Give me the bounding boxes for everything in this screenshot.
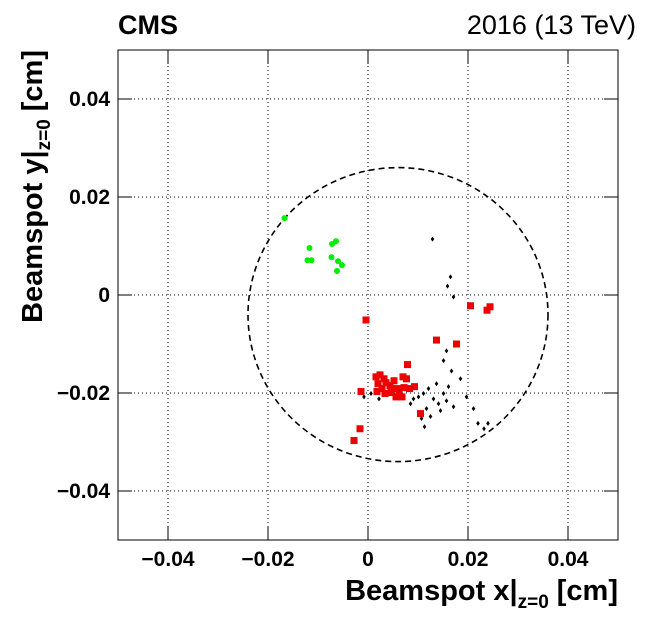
point bbox=[422, 424, 427, 430]
chart-subtitle: 2016 (13 TeV) bbox=[467, 10, 636, 40]
x-tick-label: 0 bbox=[362, 548, 374, 571]
point bbox=[426, 386, 431, 392]
beam-circle bbox=[247, 166, 549, 463]
point bbox=[339, 262, 345, 269]
point bbox=[373, 388, 381, 396]
y-tick-label: −0.02 bbox=[57, 382, 110, 405]
point bbox=[417, 410, 424, 418]
point bbox=[334, 267, 340, 274]
point bbox=[438, 408, 443, 414]
x-tick-label: −0.02 bbox=[241, 548, 294, 571]
point bbox=[378, 385, 386, 393]
point bbox=[362, 394, 366, 400]
point bbox=[476, 420, 480, 426]
point bbox=[328, 254, 335, 261]
point bbox=[372, 373, 380, 381]
x-tick-label: −0.04 bbox=[141, 548, 194, 571]
point bbox=[434, 381, 439, 387]
point bbox=[357, 388, 365, 396]
point bbox=[471, 406, 476, 412]
point bbox=[400, 384, 408, 392]
x-axis-label: Beamspot x|z=0 [cm] bbox=[345, 575, 618, 613]
point bbox=[362, 316, 370, 324]
label-unit: [cm] bbox=[557, 575, 618, 607]
point bbox=[376, 371, 384, 379]
label-bar: | bbox=[509, 575, 517, 607]
point bbox=[386, 382, 394, 390]
point bbox=[387, 389, 395, 397]
point bbox=[445, 283, 450, 289]
point bbox=[431, 396, 436, 402]
point bbox=[441, 358, 446, 364]
point bbox=[404, 361, 411, 369]
x-tick-label: 0.04 bbox=[548, 548, 589, 571]
chart-title: CMS bbox=[118, 10, 178, 40]
label-main: Beamspot y bbox=[17, 159, 49, 323]
point bbox=[390, 377, 398, 385]
point bbox=[380, 375, 388, 383]
label-unit: [cm] bbox=[17, 50, 49, 111]
label-sub: z=0 bbox=[34, 119, 55, 150]
point bbox=[377, 396, 381, 402]
point bbox=[393, 385, 401, 393]
point bbox=[398, 393, 406, 401]
point bbox=[333, 238, 339, 245]
point bbox=[441, 390, 446, 396]
point bbox=[406, 385, 413, 393]
point bbox=[356, 425, 364, 433]
point bbox=[350, 437, 358, 445]
point bbox=[486, 420, 490, 426]
point bbox=[421, 390, 426, 396]
point bbox=[419, 415, 424, 421]
point bbox=[486, 303, 494, 311]
point bbox=[392, 393, 400, 401]
point bbox=[335, 258, 341, 265]
point bbox=[306, 244, 313, 251]
point bbox=[448, 274, 453, 280]
y-tick-label: 0.04 bbox=[69, 88, 110, 111]
point bbox=[382, 379, 390, 387]
point bbox=[458, 376, 463, 382]
point bbox=[433, 336, 440, 344]
point bbox=[428, 414, 433, 420]
y-tick-label: −0.04 bbox=[57, 480, 110, 503]
point bbox=[449, 368, 454, 374]
point bbox=[444, 348, 449, 354]
point bbox=[369, 390, 373, 396]
point bbox=[416, 394, 421, 400]
label-sub: z=0 bbox=[518, 592, 549, 613]
label-bar: | bbox=[17, 150, 49, 158]
label-main: Beamspot x bbox=[345, 575, 509, 607]
point bbox=[467, 302, 474, 310]
point bbox=[281, 215, 288, 222]
point bbox=[444, 398, 449, 404]
y-axis-label: Beamspot y|z=0 [cm] bbox=[17, 50, 55, 323]
point bbox=[436, 401, 441, 407]
point bbox=[424, 406, 429, 412]
point bbox=[453, 340, 460, 348]
y-tick-label: 0.02 bbox=[69, 186, 110, 209]
point bbox=[374, 380, 382, 388]
point bbox=[381, 389, 389, 397]
x-tick-label: 0.02 bbox=[448, 548, 489, 571]
point bbox=[411, 383, 418, 391]
point bbox=[411, 396, 416, 402]
point bbox=[408, 401, 413, 407]
point bbox=[430, 236, 435, 242]
point bbox=[403, 375, 410, 383]
point bbox=[451, 294, 456, 300]
point bbox=[308, 257, 315, 264]
point bbox=[482, 426, 486, 432]
y-tick-label: 0 bbox=[98, 284, 110, 307]
point bbox=[446, 384, 451, 390]
point bbox=[464, 394, 469, 400]
point bbox=[451, 404, 456, 410]
